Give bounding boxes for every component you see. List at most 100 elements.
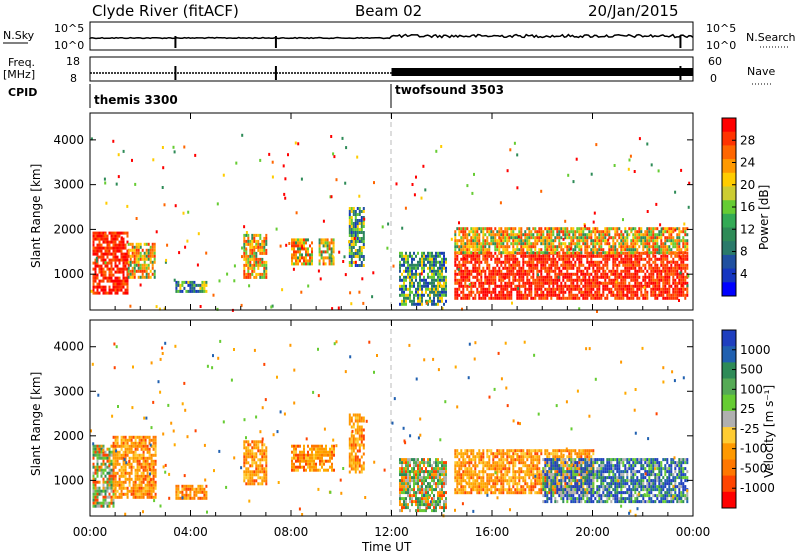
- echo-cell: [532, 233, 535, 237]
- echo-cell: [462, 227, 465, 231]
- echo-cell: [638, 287, 641, 291]
- echo-cell: [249, 449, 252, 453]
- echo-cell: [417, 293, 419, 297]
- echo-cell: [464, 245, 467, 249]
- echo-cell: [626, 236, 629, 240]
- echo-cell: [360, 225, 363, 228]
- echo-cell: [439, 269, 441, 273]
- echo-cell: [137, 257, 140, 261]
- echo-speck: [516, 153, 519, 157]
- echo-cell: [124, 462, 127, 466]
- echo-cell: [134, 456, 137, 460]
- echo-cell: [423, 473, 425, 477]
- echo-cell: [536, 284, 539, 288]
- echo-cell: [330, 247, 333, 251]
- echo-cell: [421, 503, 423, 507]
- echo-cell: [243, 257, 246, 261]
- echo-cell: [594, 293, 597, 297]
- echo-cell: [116, 231, 119, 235]
- echo-speck: [233, 264, 236, 268]
- echo-speck: [592, 220, 595, 224]
- echo-cell: [658, 233, 661, 237]
- echo-cell: [636, 269, 639, 273]
- echo-cell: [265, 263, 268, 267]
- echo-cell: [586, 284, 589, 288]
- echo-cell: [245, 449, 248, 453]
- echo-cell: [189, 280, 192, 284]
- echo-cell: [143, 242, 146, 246]
- echo-cell: [243, 254, 246, 258]
- echo-cell: [112, 288, 115, 292]
- echo-cell: [350, 228, 353, 231]
- echo-cell: [484, 269, 487, 273]
- echo-cell: [100, 252, 103, 256]
- echo-cell: [686, 227, 689, 231]
- echo-cell: [508, 251, 511, 255]
- echo-cell: [618, 260, 621, 264]
- echo-cell: [640, 284, 643, 288]
- echo-cell: [576, 239, 579, 243]
- echo-cell: [596, 251, 599, 255]
- echo-cell: [356, 222, 359, 225]
- echo-cell: [602, 272, 605, 276]
- echo-cell: [399, 266, 401, 270]
- echo-cell: [126, 453, 129, 457]
- echo-cell: [540, 275, 543, 279]
- echo-cell: [538, 233, 541, 237]
- echo-cell: [106, 459, 109, 463]
- echo-cell: [126, 270, 129, 274]
- echo-cell: [112, 252, 115, 256]
- echo-cell: [348, 231, 351, 234]
- echo-cell: [257, 476, 260, 480]
- echo-cell: [468, 245, 471, 249]
- echo-cell: [437, 275, 439, 279]
- echo-cell: [540, 272, 543, 276]
- echo-cell: [319, 453, 321, 457]
- echo-cell: [494, 245, 497, 249]
- echo-cell: [130, 447, 133, 451]
- echo-cell: [470, 242, 473, 246]
- echo-cell: [584, 284, 587, 288]
- echo-cell: [326, 250, 329, 254]
- echo-cell: [530, 251, 533, 255]
- echo-cell: [474, 254, 477, 258]
- echo-cell: [572, 233, 575, 237]
- echo-speck: [420, 272, 423, 276]
- echo-cell: [137, 242, 140, 246]
- echo-cell: [407, 464, 409, 468]
- echo-cell: [492, 236, 495, 240]
- echo-cell: [245, 260, 248, 264]
- echo-cell: [405, 488, 407, 492]
- echo-cell: [309, 262, 311, 266]
- echo-cell: [460, 257, 463, 261]
- echo-cell: [348, 452, 351, 456]
- echo-cell: [500, 278, 503, 282]
- echo-cell: [610, 236, 613, 240]
- echo-cell: [558, 266, 561, 270]
- echo-cell: [323, 450, 325, 454]
- echo-cell: [628, 260, 631, 264]
- echo-cell: [257, 272, 260, 276]
- echo-cell: [118, 456, 121, 460]
- echo-cell: [636, 230, 639, 234]
- echo-cell: [492, 278, 495, 282]
- echo-cell: [548, 284, 551, 288]
- echo-speck: [205, 251, 208, 255]
- echo-cell: [474, 284, 477, 288]
- echo-cell: [464, 284, 467, 288]
- echo-cell: [582, 230, 585, 234]
- echo-cell: [494, 266, 497, 270]
- echo-cell: [134, 453, 137, 457]
- echo-cell: [425, 281, 427, 285]
- echo-cell: [514, 260, 517, 264]
- echo-cell: [151, 263, 154, 267]
- echo-cell: [486, 254, 489, 258]
- echo-cell: [139, 251, 142, 255]
- echo-cell: [325, 453, 327, 457]
- echo-cell: [201, 484, 204, 488]
- echo-cell: [263, 236, 266, 240]
- echo-cell: [514, 254, 517, 258]
- echo-cell: [255, 452, 258, 456]
- echo-cell: [470, 251, 473, 255]
- echo-cell: [417, 281, 419, 285]
